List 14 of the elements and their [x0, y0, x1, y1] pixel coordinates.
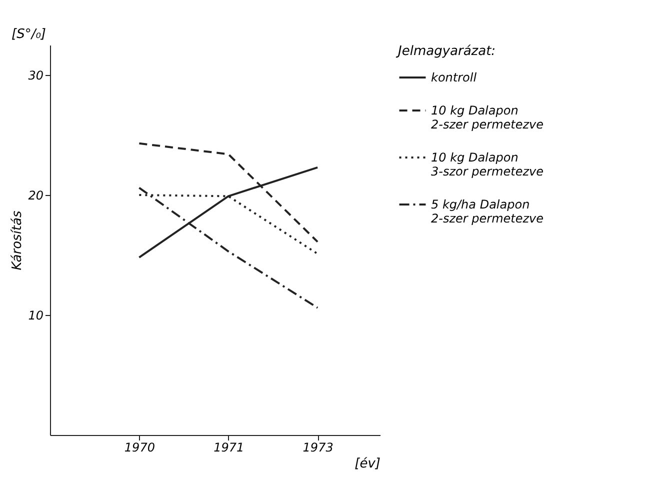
legend-label: 10 kg Dalapon 3-szor permetezve: [431, 150, 544, 178]
legend-label: 5 kg/ha Dalapon 2-szer permetezve: [431, 198, 544, 226]
y-axis-title: Károsítás: [10, 210, 26, 270]
x-tick-label: 1971: [214, 440, 244, 454]
text: [S°/₀]: [12, 27, 46, 42]
y-tick-label: 30: [28, 68, 44, 82]
y-tick-label: 10: [28, 308, 44, 322]
y-tick-label: 20: [28, 188, 44, 202]
legend-label: 10 kg Dalapon 2-szer permetezve: [431, 104, 544, 132]
x-tick-label: 1970: [124, 440, 156, 454]
legend-label: kontroll: [431, 70, 478, 84]
x-axis-title: [év]: [354, 456, 380, 472]
legend-title: Jelmagyarázat:: [395, 44, 496, 59]
x-tick-label: 1973: [302, 440, 334, 454]
